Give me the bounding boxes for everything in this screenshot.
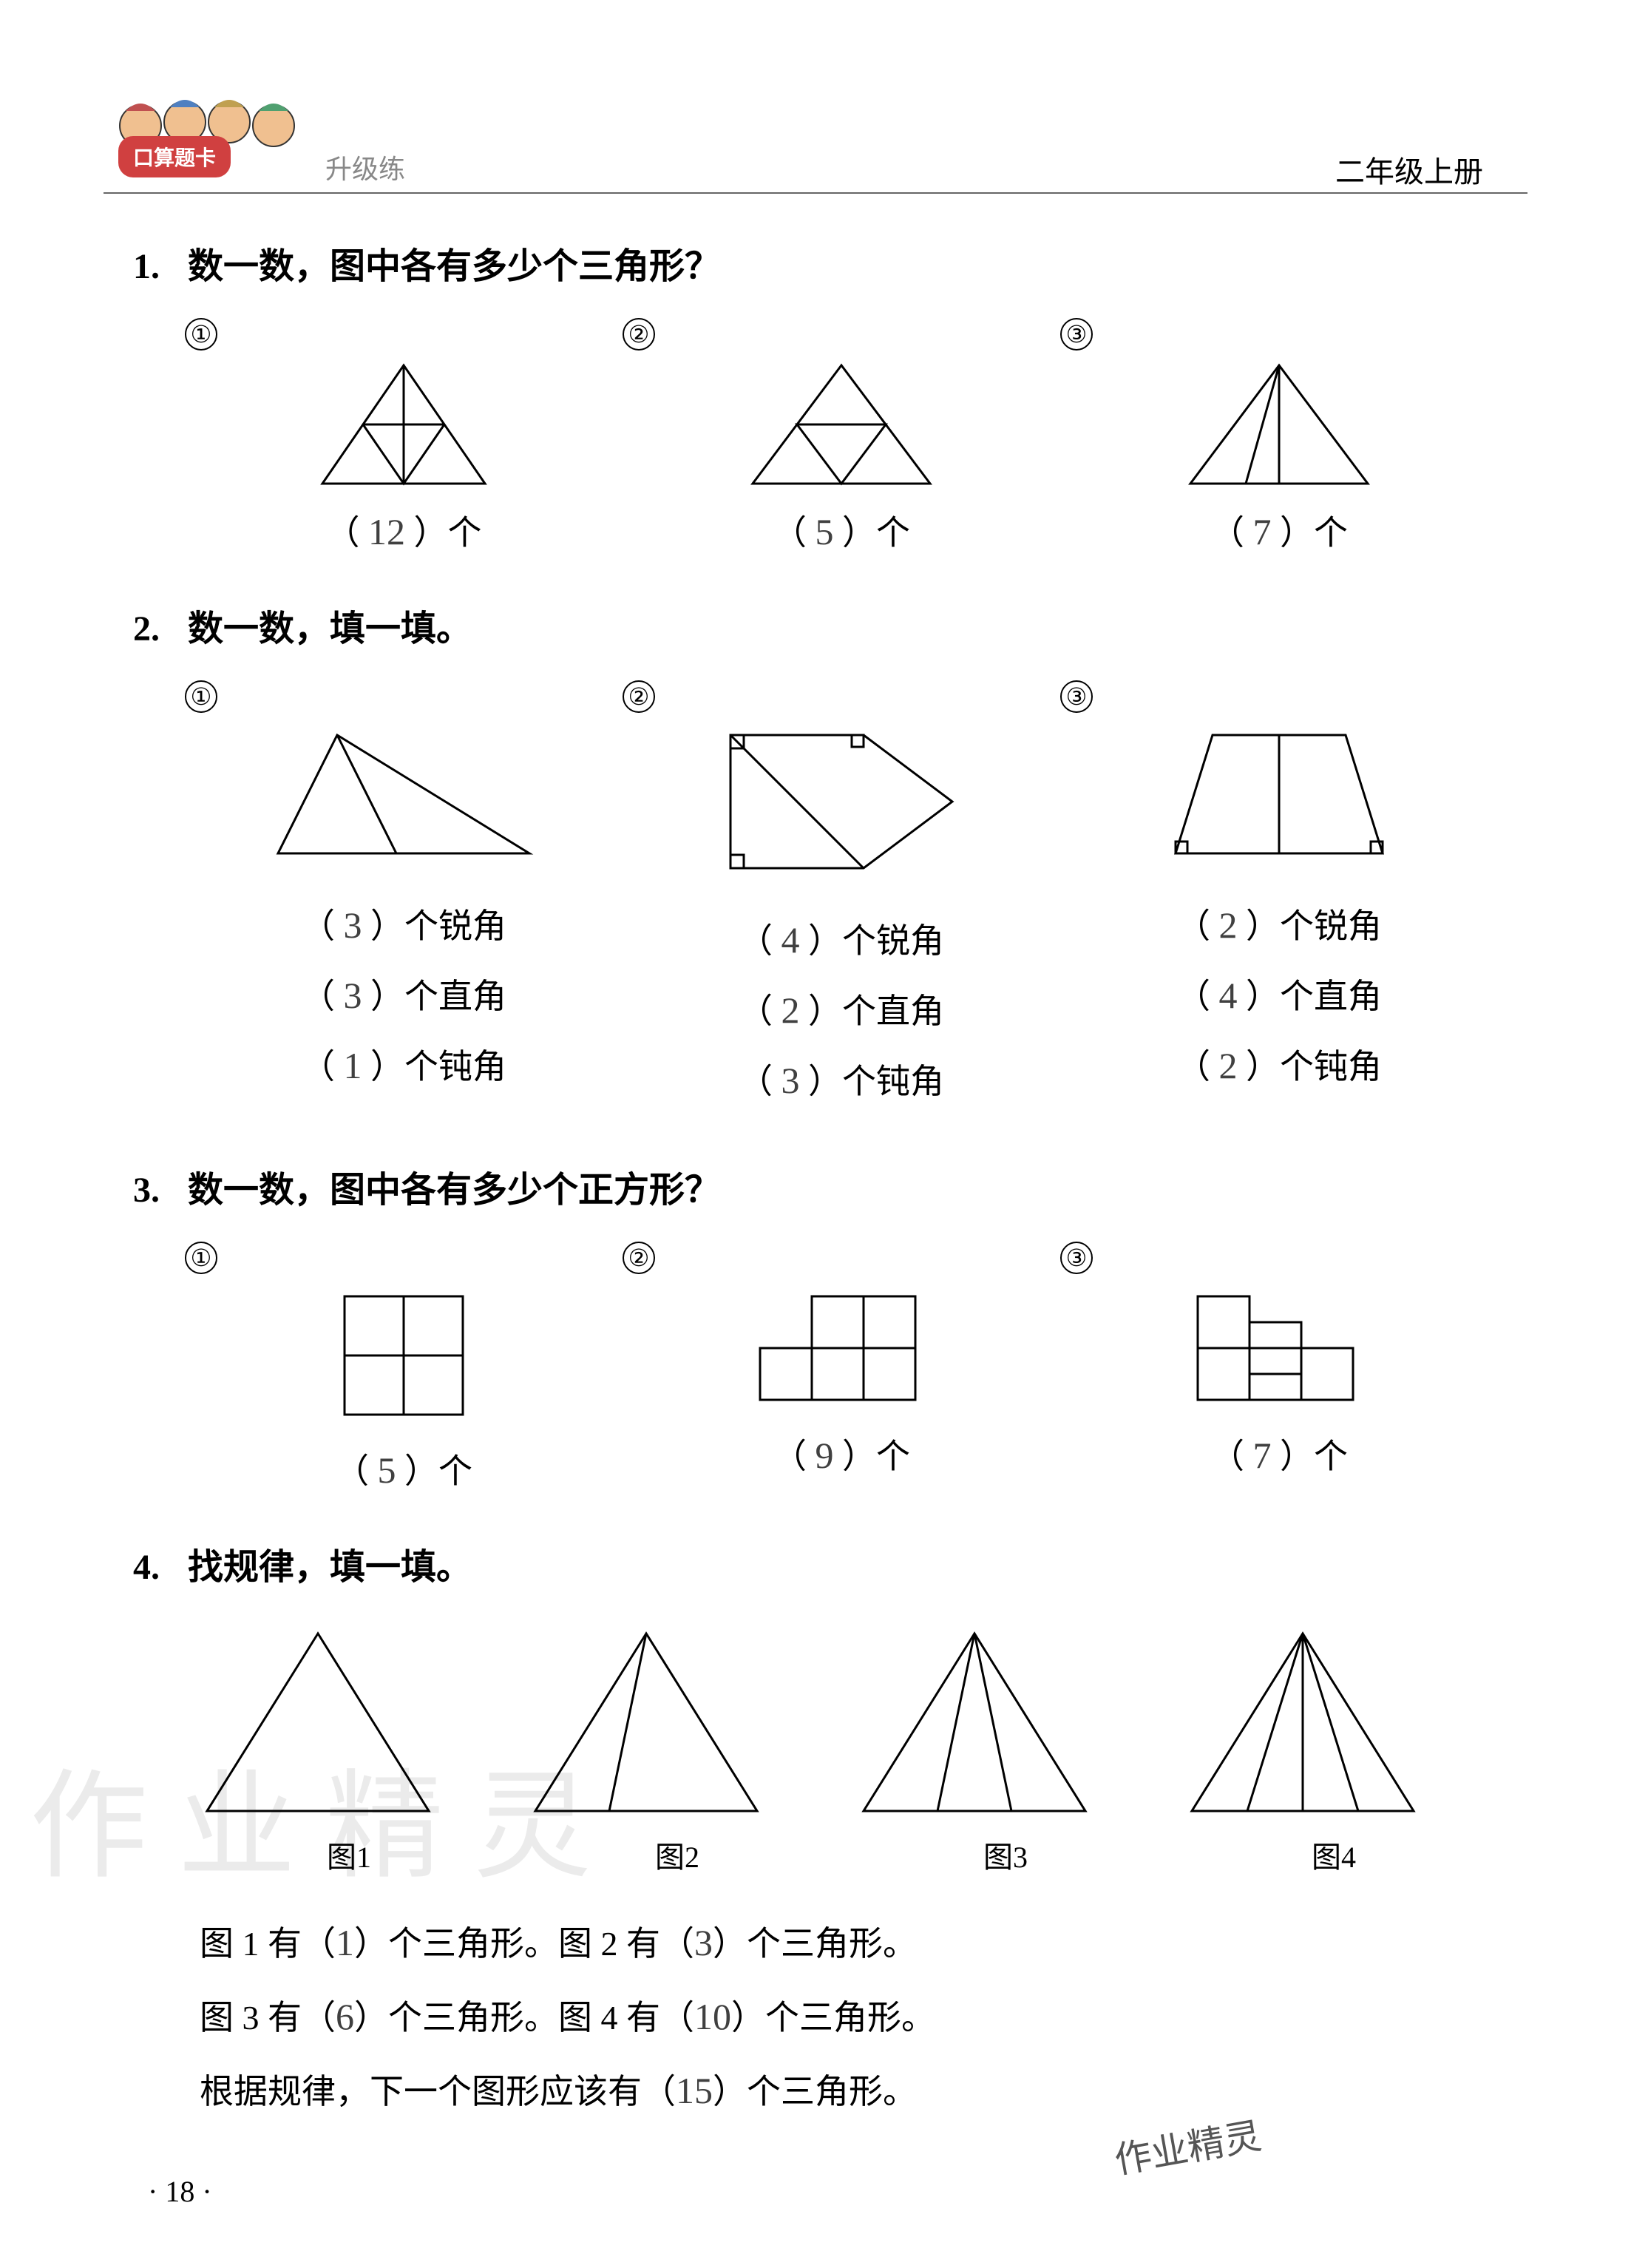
q2-item-3: ③ （ 2 ）个锐角 （ 4 ）个直角 （ 2 ）个钝角 [1060, 680, 1498, 1116]
q3-answer-1: （ 5 ）个 [335, 1444, 472, 1493]
q1-answer-3: （ 7 ）个 [1210, 506, 1348, 555]
q1-marker-2: ② [623, 318, 655, 351]
pattern-figure-3-icon [841, 1619, 1108, 1826]
q3-number: 3. [133, 1170, 185, 1211]
q1-item-1: ① （ 12 ）个 [185, 318, 623, 555]
q1-number: 1. [133, 246, 185, 287]
q1-marker-3: ③ [1060, 318, 1093, 351]
content-area: 1. 数一数，图中各有多少个三角形？ ① （ 12 ）个 ② [133, 237, 1498, 2172]
header-divider [104, 192, 1527, 194]
q2-item-2: ② （ 4 ）个锐角 （ 2 ）个直角 （ 3 ）个钝角 [623, 680, 1060, 1116]
q1-answer-2: （ 5 ）个 [773, 506, 910, 555]
grade-label: 二年级上册 [1335, 148, 1483, 191]
page-header: 口算题卡 [104, 96, 1527, 185]
q2-marker-2: ② [623, 680, 655, 713]
q4-text: 找规律，填一填。 [188, 1548, 472, 1587]
q3-item-3: ③ （ 7 ）个 [1060, 1242, 1498, 1493]
q1-marker-1: ① [185, 318, 217, 351]
q1-text: 数一数，图中各有多少个三角形？ [188, 247, 720, 286]
q4-fig-1: 图1 [185, 1619, 513, 1876]
q1-item-2: ② （ 5 ）个 [623, 318, 1060, 555]
question-4: 4. 找规律，填一填。 图1 图2 [133, 1537, 1498, 2127]
q3-answer-3: （ 7 ）个 [1210, 1429, 1348, 1478]
q4-number: 4. [133, 1547, 185, 1588]
triangle-figure-2-icon [738, 358, 945, 491]
q3-items: ① （ 5 ）个 ② [133, 1242, 1498, 1493]
q1-answer-1: （ 12 ）个 [326, 506, 482, 555]
square-figure-2-icon [745, 1282, 937, 1415]
q4-fig-2: 图2 [513, 1619, 841, 1876]
q4-label-3: 图3 [841, 1833, 1170, 1876]
q4-label-1: 图1 [185, 1833, 513, 1876]
q4-figures-row: 图1 图2 图3 [133, 1619, 1498, 1876]
pattern-figure-1-icon [185, 1619, 451, 1826]
pattern-figure-2-icon [513, 1619, 779, 1826]
q4-fill-text: 图 1 有（1）个三角形。图 2 有（3）个三角形。 图 3 有（6）个三角形。… [133, 1906, 1498, 2127]
triangle-figure-3-icon [1176, 358, 1383, 491]
q2-items: ① （ 3 ）个锐角 （ 3 ）个直角 （ 1 ）个钝角 ② [133, 680, 1498, 1116]
angle-figure-1-icon [263, 720, 544, 868]
q3-marker-3: ③ [1060, 1242, 1093, 1274]
square-figure-1-icon [330, 1282, 478, 1429]
q2-answers-1: （ 3 ）个锐角 （ 3 ）个直角 （ 1 ）个钝角 [301, 890, 506, 1101]
angle-figure-2-icon [716, 720, 967, 883]
q3-item-2: ② （ 9 ）个 [623, 1242, 1060, 1493]
question-2: 2. 数一数，填一填。 ① （ 3 ）个锐角 （ 3 ）个直角 （ 1 ）个钝角 [133, 599, 1498, 1116]
q3-marker-1: ① [185, 1242, 217, 1274]
q4-fig-4: 图4 [1170, 1619, 1498, 1876]
q2-text: 数一数，填一填。 [188, 609, 472, 649]
question-3: 3. 数一数，图中各有多少个正方形？ ① （ 5 ）个 ② [133, 1160, 1498, 1493]
q2-item-1: ① （ 3 ）个锐角 （ 3 ）个直角 （ 1 ）个钝角 [185, 680, 623, 1116]
q1-items: ① （ 12 ）个 ② [133, 318, 1498, 555]
q4-label-4: 图4 [1170, 1833, 1498, 1876]
logo-badge: 口算题卡 [104, 96, 311, 185]
q1-item-3: ③ （ 7 ）个 [1060, 318, 1498, 555]
q2-answers-3: （ 2 ）个锐角 （ 4 ）个直角 （ 2 ）个钝角 [1176, 890, 1382, 1101]
triangle-figure-1-icon [308, 358, 500, 491]
q3-marker-2: ② [623, 1242, 655, 1274]
q2-answers-2: （ 4 ）个锐角 （ 2 ）个直角 （ 3 ）个钝角 [739, 905, 944, 1116]
pattern-figure-4-icon [1170, 1619, 1436, 1826]
q2-marker-3: ③ [1060, 680, 1093, 713]
logo-banner-text: 口算题卡 [118, 136, 231, 177]
q4-fig-3: 图3 [841, 1619, 1170, 1876]
square-figure-3-icon [1183, 1282, 1375, 1415]
series-label: 升级练 [325, 148, 405, 186]
q3-answer-2: （ 9 ）个 [773, 1429, 910, 1478]
q2-marker-1: ① [185, 680, 217, 713]
q2-number: 2. [133, 609, 185, 649]
page-number: · 18 · [148, 2174, 212, 2209]
angle-figure-3-icon [1161, 720, 1397, 868]
q3-item-1: ① （ 5 ）个 [185, 1242, 623, 1493]
q3-text: 数一数，图中各有多少个正方形？ [188, 1171, 720, 1210]
q4-label-2: 图2 [513, 1833, 841, 1876]
question-1: 1. 数一数，图中各有多少个三角形？ ① （ 12 ）个 ② [133, 237, 1498, 555]
